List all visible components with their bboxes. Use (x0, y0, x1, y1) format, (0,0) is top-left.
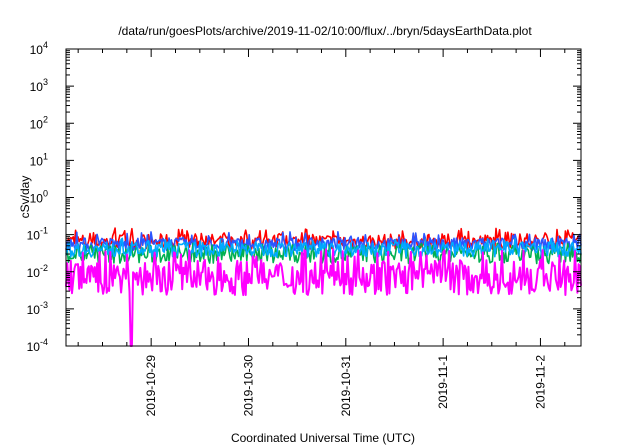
series-layer (65, 227, 582, 347)
y-tick-exponent: 1 (43, 151, 48, 161)
y-tick-base: 10 (30, 117, 44, 131)
y-tick-base: 10 (30, 43, 44, 57)
y-tick-exponent: 4 (43, 40, 48, 50)
y-tick-exponent: 3 (43, 77, 48, 87)
series-line-5 (65, 248, 582, 347)
series-line-4 (65, 237, 582, 258)
y-tick-label: 104 (30, 40, 48, 57)
y-axis-label: cSv/day (18, 176, 32, 219)
y-tick-label: 10-4 (27, 337, 48, 354)
series-line-2 (65, 231, 582, 252)
y-tick-exponent: 2 (43, 114, 48, 124)
y-tick-base: 10 (30, 154, 44, 168)
y-tick-exponent: -2 (40, 263, 48, 273)
y-tick-label: 103 (30, 77, 48, 94)
y-tick-base: 10 (30, 192, 44, 206)
y-tick-exponent: -3 (40, 300, 48, 310)
y-tick-label: 102 (30, 114, 48, 131)
y-tick-label: 10-3 (27, 300, 48, 317)
x-tick-label: 2019-10-31 (339, 355, 353, 417)
x-axis: 2019-10-29 2019-10-30 2019-10-31 2019-11-1 2… (77, 49, 566, 417)
x-tick-label: 2019-11-1 (436, 355, 450, 409)
x-tick-label: 2019-11-2 (533, 355, 547, 409)
y-tick-label: 10-2 (27, 263, 48, 280)
x-tick-label: 2019-10-30 (241, 355, 255, 417)
y-tick-base: 10 (27, 229, 41, 243)
plot-frame (65, 48, 582, 347)
y-tick-base: 10 (27, 266, 41, 280)
x-axis-label: Coordinated Universal Time (UTC) (231, 431, 415, 445)
y-tick-exponent: -4 (40, 337, 48, 347)
x-tick-label: 2019-10-29 (144, 355, 158, 417)
y-tick-base: 10 (27, 303, 41, 317)
y-tick-base: 10 (30, 80, 44, 94)
y-tick-exponent: -1 (40, 226, 48, 236)
chart-title: /data/run/goesPlots/archive/2019-11-02/1… (118, 24, 532, 38)
y-tick-exponent: 0 (43, 189, 48, 199)
y-tick-label: 10-1 (27, 226, 48, 243)
y-tick-label: 100 (30, 189, 48, 206)
y-tick-label: 101 (30, 151, 48, 168)
y-tick-base: 10 (27, 340, 41, 354)
